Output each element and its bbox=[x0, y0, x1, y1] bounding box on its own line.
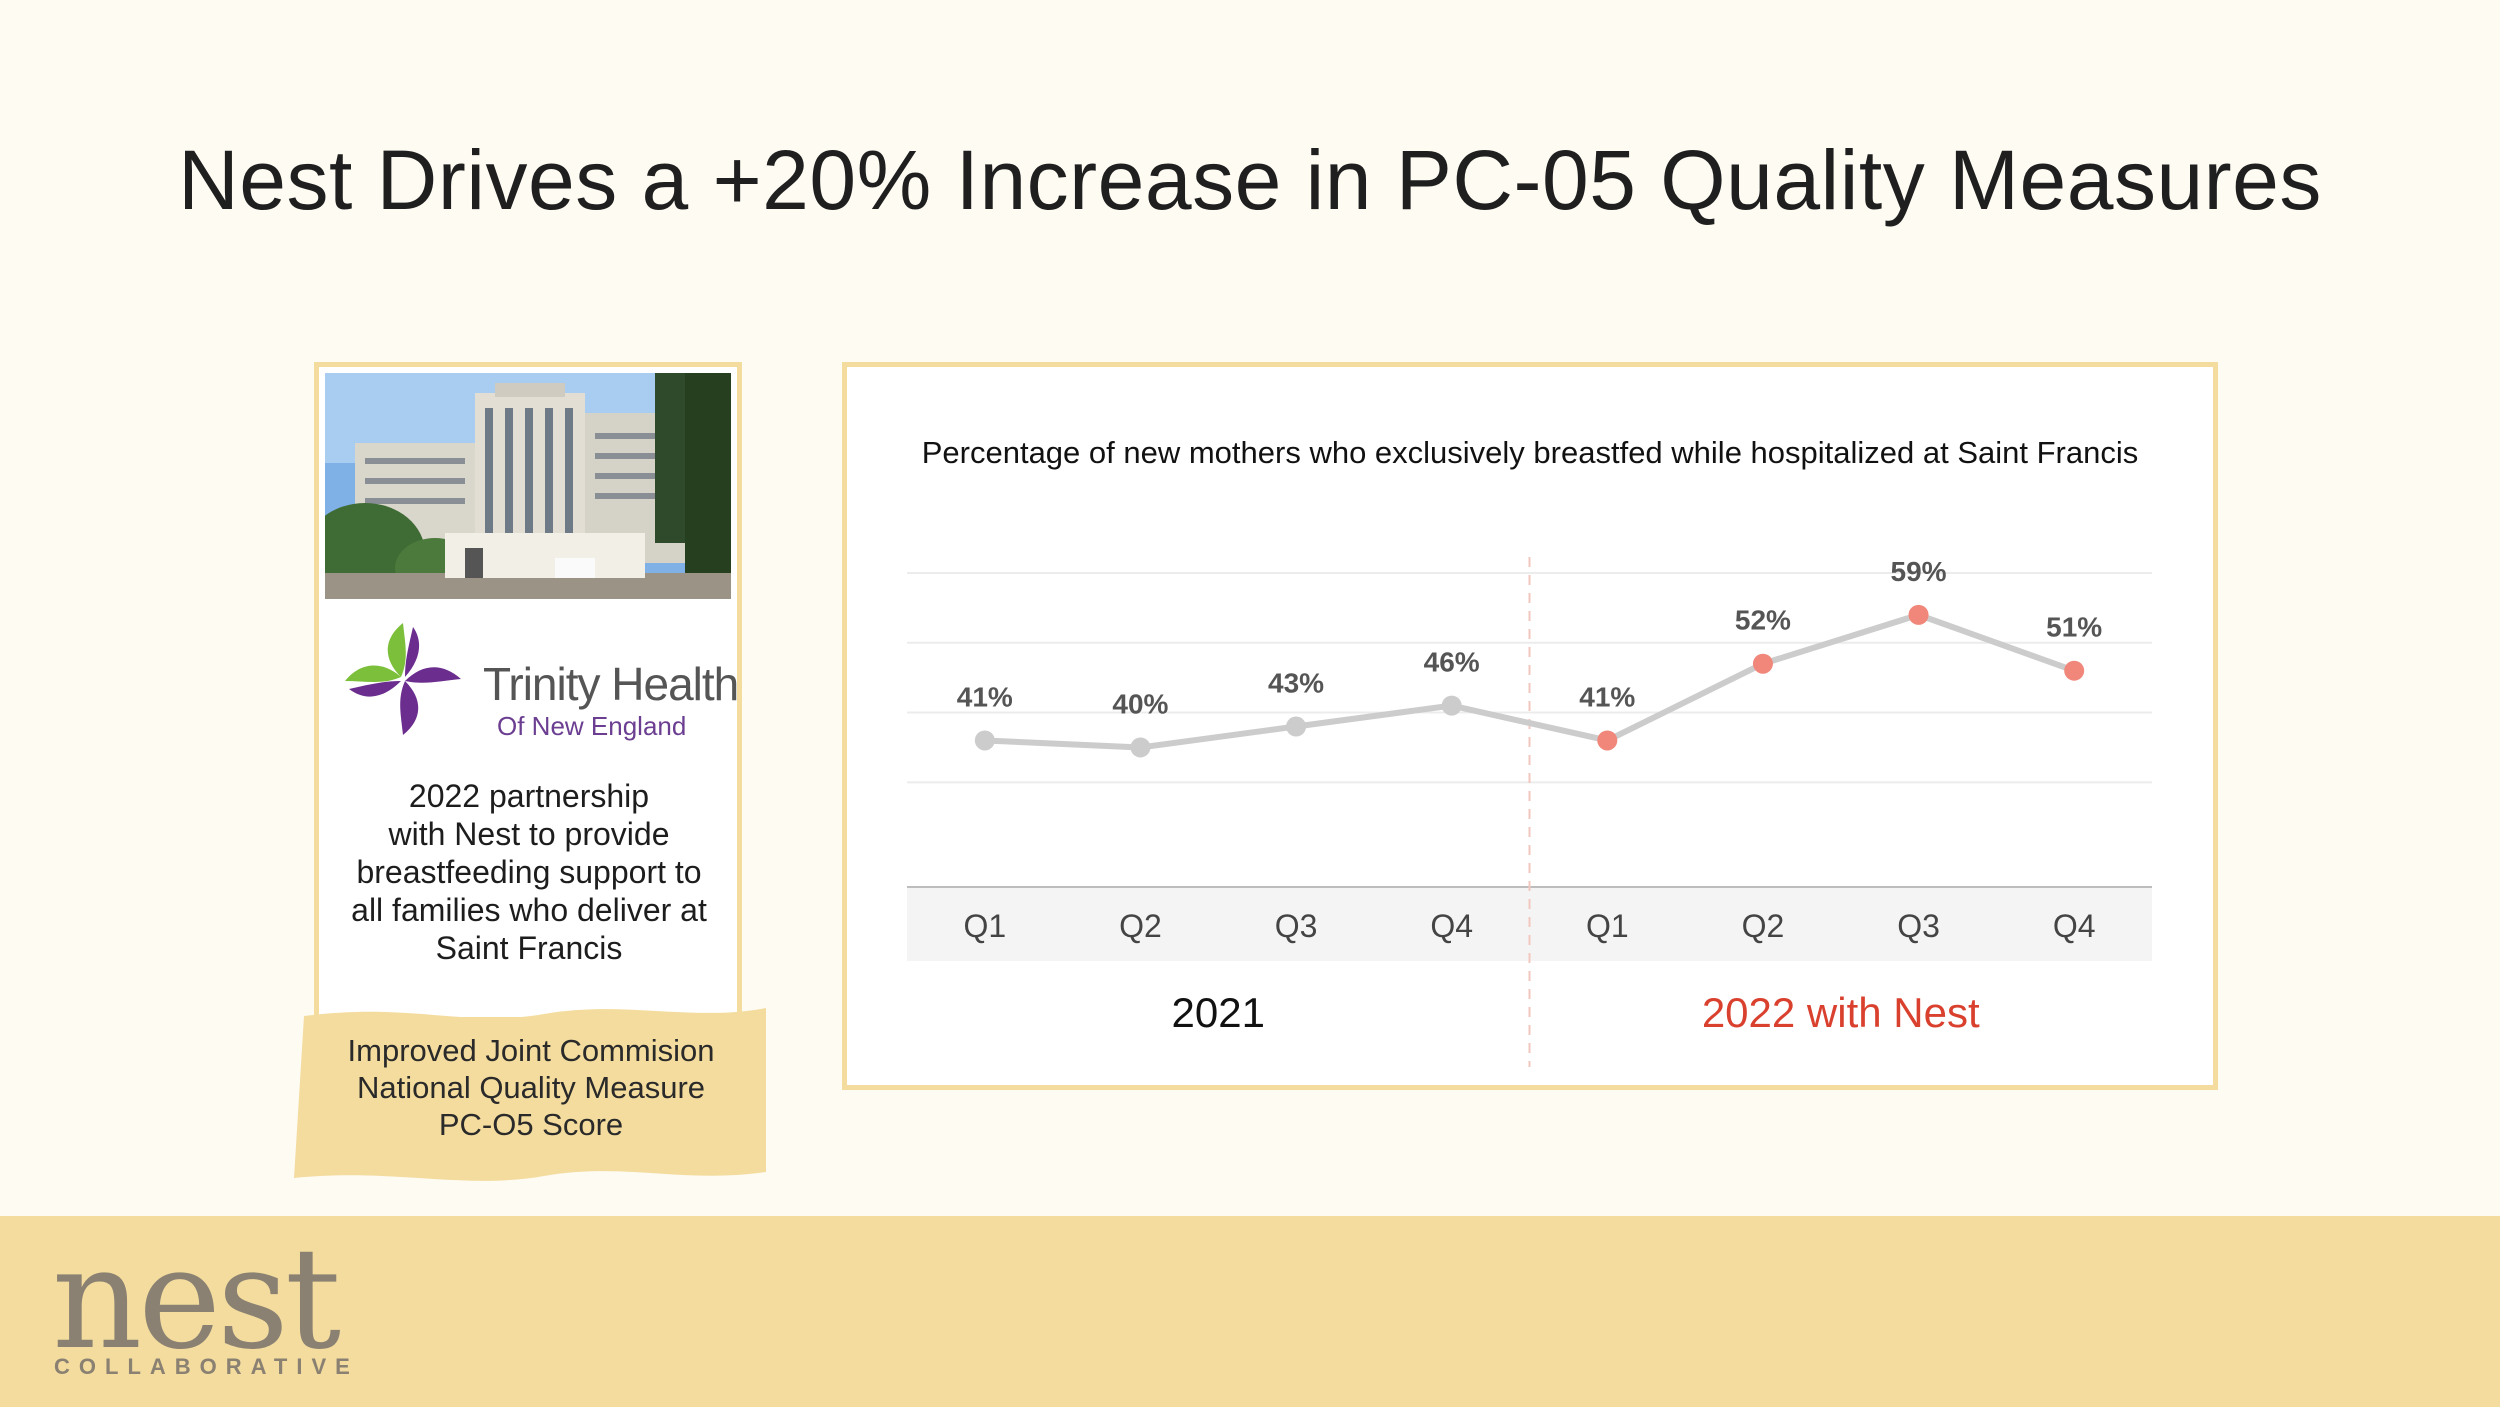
partnership-line: 2022 partnership bbox=[408, 778, 650, 814]
data-point bbox=[1597, 730, 1618, 751]
logo-subtitle: Of New England bbox=[497, 711, 687, 741]
data-label: 41% bbox=[957, 681, 1013, 712]
series-line bbox=[984, 611, 2076, 751]
hospital-card: Trinity Health Of New England 2022 partn… bbox=[314, 362, 742, 1022]
x-tick-label: Q4 bbox=[2053, 908, 2096, 944]
hospital-photo bbox=[325, 373, 731, 599]
data-point bbox=[974, 730, 995, 751]
x-tick-label: Q1 bbox=[1586, 908, 1629, 944]
x-tick-label: Q1 bbox=[963, 908, 1006, 944]
data-point bbox=[2064, 660, 2085, 681]
brand-logo: nest bbox=[52, 1218, 341, 1381]
data-label: 51% bbox=[2046, 612, 2102, 643]
chart-card: Percentage of new mothers who exclusivel… bbox=[842, 362, 2218, 1090]
quality-measure-banner: Improved Joint Commision National Qualit… bbox=[294, 1002, 768, 1188]
data-label: 41% bbox=[1579, 681, 1635, 712]
trinity-health-logo: Trinity Health Of New England bbox=[343, 619, 739, 741]
x-tick-label: Q4 bbox=[1430, 908, 1473, 944]
x-tick-label: Q3 bbox=[1275, 908, 1318, 944]
banner-line: Improved Joint Commision bbox=[347, 1033, 715, 1068]
banner-line: PC-O5 Score bbox=[438, 1107, 624, 1142]
x-tick-label: Q2 bbox=[1742, 908, 1785, 944]
partnership-line: all families who deliver at bbox=[351, 892, 707, 928]
line-chart: 41% 40% 43% 46% 41% 52% 59% 51% Q1 Q2 Q3 Q4 Q1 Q2 Q3 Q4 bbox=[907, 556, 2152, 1067]
year-label-2021: 2021 bbox=[1171, 989, 1265, 1036]
partnership-text: 2022 partnership with Nest to provide br… bbox=[329, 777, 729, 967]
page-title: Nest Drives a +20% Increase in PC-05 Qua… bbox=[178, 133, 2322, 227]
data-point bbox=[1286, 716, 1307, 737]
data-label: 43% bbox=[1268, 668, 1324, 699]
brand-subtitle: COLLABORATIVE bbox=[54, 1354, 359, 1379]
data-label: 52% bbox=[1735, 605, 1791, 636]
partnership-line: with Nest to provide bbox=[388, 816, 670, 852]
partnership-line: Saint Francis bbox=[435, 930, 623, 966]
banner-shape bbox=[294, 1008, 766, 1181]
data-label: 40% bbox=[1112, 688, 1168, 719]
partnership-line: breastfeeding support to bbox=[356, 854, 702, 890]
logo-name: Trinity Health bbox=[483, 658, 739, 710]
data-point bbox=[1752, 653, 1773, 674]
footer: nest COLLABORATIVE bbox=[0, 1216, 2500, 1407]
data-point bbox=[1441, 695, 1462, 716]
data-point bbox=[1908, 604, 1929, 625]
data-label: 46% bbox=[1424, 647, 1480, 678]
year-label-2022: 2022 with Nest bbox=[1701, 989, 1980, 1036]
chart-title: Percentage of new mothers who exclusivel… bbox=[921, 435, 2139, 470]
banner-line: National Quality Measure bbox=[356, 1070, 706, 1105]
x-tick-label: Q2 bbox=[1119, 908, 1162, 944]
x-tick-label: Q3 bbox=[1897, 908, 1940, 944]
data-point bbox=[1130, 737, 1151, 758]
data-label: 59% bbox=[1891, 556, 1947, 587]
trinity-cross-icon bbox=[345, 623, 461, 735]
